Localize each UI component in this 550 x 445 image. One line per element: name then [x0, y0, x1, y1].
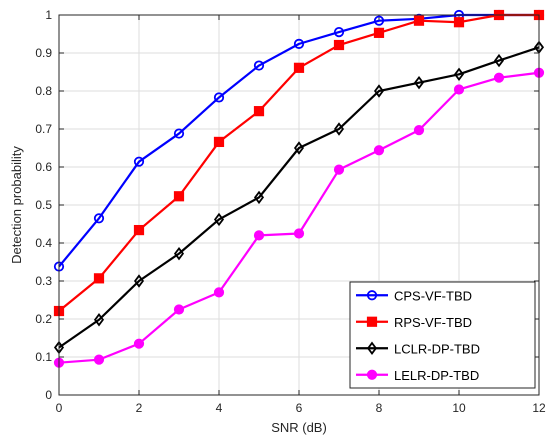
- data-point: [413, 75, 425, 90]
- x-tick-label: 2: [136, 401, 143, 415]
- data-point: [293, 228, 305, 239]
- legend-marker: [366, 290, 378, 301]
- legend-marker: [366, 316, 378, 327]
- x-tick-label: 8: [376, 401, 383, 415]
- data-point: [373, 27, 385, 38]
- data-point: [333, 39, 345, 51]
- series-lelr-dp-tbd: [53, 67, 545, 368]
- x-axis-label: SNR (dB): [271, 420, 327, 435]
- y-tick-label: 0: [45, 388, 52, 402]
- x-tick-label: 4: [216, 401, 223, 415]
- data-point: [93, 354, 105, 365]
- x-tick-label: 0: [56, 401, 63, 415]
- data-point: [213, 212, 225, 227]
- data-point: [173, 191, 185, 202]
- data-point: [93, 313, 105, 327]
- data-point: [373, 15, 385, 26]
- data-point: [253, 190, 265, 205]
- data-point: [213, 136, 225, 148]
- legend-label: LELR-DP-TBD: [394, 368, 479, 383]
- y-tick-label: 0.6: [35, 160, 52, 174]
- data-point: [133, 338, 145, 349]
- data-point: [93, 213, 105, 224]
- data-point: [173, 128, 185, 139]
- data-point: [93, 273, 105, 284]
- y-tick-label: 0.7: [35, 122, 52, 136]
- data-point: [213, 92, 225, 103]
- legend-marker: [366, 341, 378, 355]
- data-point: [373, 145, 385, 156]
- data-point: [333, 122, 345, 136]
- y-axis-label: Detection probability: [9, 146, 24, 264]
- legend-label: CPS-VF-TBD: [394, 288, 472, 303]
- plot-frame: [58, 14, 540, 396]
- data-point: [213, 287, 225, 298]
- y-tick-label: 0.1: [35, 350, 52, 364]
- data-point: [293, 141, 305, 155]
- data-point: [453, 84, 465, 95]
- y-axis: 0 0.1 0.2 0.3 0.4 0.5 0.6 0.7 0.8 0.9 1: [35, 8, 539, 402]
- legend: CPS-VF-TBD RPS-VF-TBD LCLR-DP-TBD LELR-DP-T…: [349, 281, 536, 389]
- data-point: [453, 67, 465, 81]
- data-point: [133, 274, 145, 288]
- x-axis: 0 2 4 6 8 10 12: [56, 15, 546, 415]
- y-tick-label: 0.8: [35, 84, 52, 98]
- data-point: [333, 26, 345, 38]
- data-point: [173, 304, 185, 315]
- y-tick-label: 0.4: [35, 236, 52, 250]
- legend-item: LCLR-DP-TBD: [356, 341, 480, 356]
- y-tick-label: 0.9: [35, 46, 52, 60]
- data-point: [333, 164, 345, 175]
- x-tick-label: 12: [532, 401, 546, 415]
- y-tick-label: 1: [45, 8, 52, 22]
- data-point: [293, 38, 305, 49]
- data-point: [493, 53, 505, 68]
- x-tick-label: 10: [452, 401, 466, 415]
- data-point: [253, 230, 265, 241]
- x-tick-label: 6: [296, 401, 303, 415]
- legend-box: [349, 281, 536, 389]
- data-point: [413, 15, 425, 26]
- legend-label: RPS-VF-TBD: [394, 315, 472, 330]
- legend-marker: [366, 369, 378, 380]
- legend-item: RPS-VF-TBD: [356, 315, 472, 330]
- legend-item: LELR-DP-TBD: [356, 368, 479, 383]
- y-tick-label: 0.2: [35, 312, 52, 326]
- data-point: [373, 84, 385, 98]
- y-tick-label: 0.3: [35, 274, 52, 288]
- data-point: [173, 246, 185, 261]
- series-line: [58, 46, 540, 349]
- y-tick-label: 0.5: [35, 198, 52, 212]
- legend-item: CPS-VF-TBD: [356, 288, 472, 303]
- data-point: [493, 72, 505, 83]
- data-point: [413, 125, 425, 136]
- data-point: [133, 224, 145, 236]
- data-point: [453, 17, 465, 28]
- data-point: [293, 62, 305, 73]
- data-point: [133, 156, 145, 167]
- legend-label: LCLR-DP-TBD: [394, 341, 480, 356]
- data-point: [253, 106, 265, 117]
- data-point: [253, 60, 265, 71]
